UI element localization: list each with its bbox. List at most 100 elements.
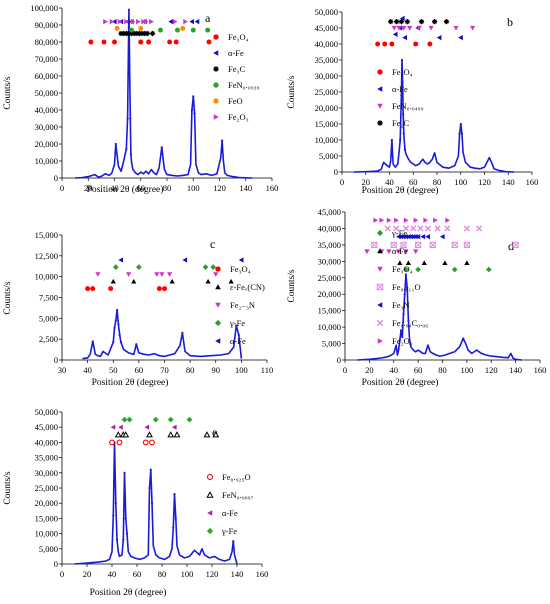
phase-marker xyxy=(388,19,394,25)
phase-marker xyxy=(110,424,116,430)
phase-marker xyxy=(405,260,411,266)
phase-marker xyxy=(122,431,130,438)
legend-marker xyxy=(214,319,222,327)
y-tick-label: 30,000 xyxy=(318,256,341,266)
x-tick-label: 60 xyxy=(414,365,423,375)
phase-marker xyxy=(392,31,398,37)
phase-marker xyxy=(427,41,433,47)
data-point xyxy=(119,341,123,344)
data-point xyxy=(124,517,127,520)
phase-marker xyxy=(167,416,174,423)
x-tick-label: 80 xyxy=(438,365,447,375)
phase-marker xyxy=(136,264,142,271)
phase-marker xyxy=(212,431,220,438)
data-point xyxy=(172,526,175,529)
phase-marker xyxy=(183,19,188,25)
y-tick-label: 10,000 xyxy=(35,529,58,539)
phase-marker xyxy=(88,39,94,45)
data-point xyxy=(458,132,461,135)
legend-marker xyxy=(377,266,383,272)
phase-marker xyxy=(403,266,409,273)
y-tick-label: 0 xyxy=(54,559,58,569)
x-tick-label: 80 xyxy=(186,365,195,375)
data-point xyxy=(400,94,403,97)
phase-marker xyxy=(114,25,120,31)
legend-entry: Fe₃N xyxy=(392,300,410,310)
data-point xyxy=(113,326,116,329)
legend-marker xyxy=(377,248,383,254)
legend-entry: γ-Fe xyxy=(391,228,407,238)
phase-marker xyxy=(210,264,217,271)
y-tick-label: 15,000 xyxy=(315,119,338,129)
y-tick-label: 5,000 xyxy=(39,544,58,554)
phase-marker xyxy=(425,234,430,240)
phase-marker xyxy=(402,35,408,41)
phase-marker xyxy=(144,424,150,430)
chart-panel-c: 30 40 50 60 70 80 90 100 110 0 2,500 5,000 7,500 10,0… xyxy=(3,230,273,388)
phase-marker xyxy=(442,260,448,266)
data-point xyxy=(192,95,195,98)
data-point xyxy=(193,112,196,115)
phase-marker xyxy=(371,241,378,248)
x-tick-label: 100 xyxy=(461,365,474,375)
data-point xyxy=(400,58,404,62)
data-point xyxy=(122,538,125,541)
phase-marker xyxy=(402,225,409,232)
legend-entry: FeN₀.₀₄₉₉ xyxy=(392,101,424,111)
chart-panel-a: 0 20 40 60 80 100 120 140 160 0 10,000 20,000 30,000… xyxy=(3,3,278,195)
phase-marker xyxy=(403,234,409,240)
x-tick-label: 20 xyxy=(84,183,93,193)
y-tick-label: 30,000 xyxy=(35,468,58,478)
legend-marker xyxy=(377,120,383,126)
phase-marker xyxy=(171,424,177,430)
legend-entry: Fe₂O₃ xyxy=(228,112,249,122)
phase-marker xyxy=(202,264,209,271)
y-tick-label: 30,000 xyxy=(35,122,58,132)
x-tick-label: 60 xyxy=(133,569,142,579)
data-point xyxy=(181,331,184,334)
x-tick-label: 140 xyxy=(509,365,522,375)
y-tick-label: 45,000 xyxy=(35,422,58,432)
phase-marker xyxy=(117,19,123,25)
data-point xyxy=(235,324,238,327)
phase-marker xyxy=(410,225,417,232)
x-tick-label: 60 xyxy=(135,365,144,375)
phase-marker xyxy=(396,234,401,240)
data-point xyxy=(221,139,224,142)
phase-marker xyxy=(423,217,429,223)
x-tick-label: 160 xyxy=(526,177,539,187)
data-point xyxy=(401,335,404,339)
x-axis-title: Position 2θ (degree) xyxy=(92,377,169,388)
data-point xyxy=(399,329,403,332)
phase-marker xyxy=(413,249,419,255)
x-tick-label: 120 xyxy=(213,183,226,193)
x-tick-label: 20 xyxy=(83,569,92,579)
phase-marker xyxy=(101,39,107,45)
data-point xyxy=(390,138,393,142)
x-tick-label: 100 xyxy=(181,569,194,579)
y-tick-label: 20,000 xyxy=(318,289,341,299)
legend-marker xyxy=(377,103,383,109)
data-point xyxy=(402,312,405,316)
x-tick-label: 140 xyxy=(231,569,244,579)
legend-entry: FeO xyxy=(228,96,243,106)
diffraction-pattern-line xyxy=(82,309,243,360)
phase-marker xyxy=(124,19,129,25)
y-tick-label: 5,000 xyxy=(39,313,58,323)
phase-marker xyxy=(394,19,400,25)
phase-marker xyxy=(401,25,407,31)
phase-marker xyxy=(141,19,146,25)
phase-marker xyxy=(146,431,153,438)
phase-marker xyxy=(85,286,91,292)
data-point xyxy=(112,514,115,517)
phase-marker xyxy=(173,431,181,438)
phase-marker xyxy=(109,19,115,25)
phase-marker xyxy=(167,39,173,45)
y-tick-label: 35,000 xyxy=(315,55,338,65)
y-axis-title: Counts/s xyxy=(3,471,13,505)
legend-entry: Fe₃O₄ xyxy=(392,264,413,274)
phase-marker xyxy=(443,19,450,25)
legend-marker xyxy=(213,114,219,120)
phase-marker xyxy=(434,225,441,232)
phase-marker xyxy=(379,217,385,223)
